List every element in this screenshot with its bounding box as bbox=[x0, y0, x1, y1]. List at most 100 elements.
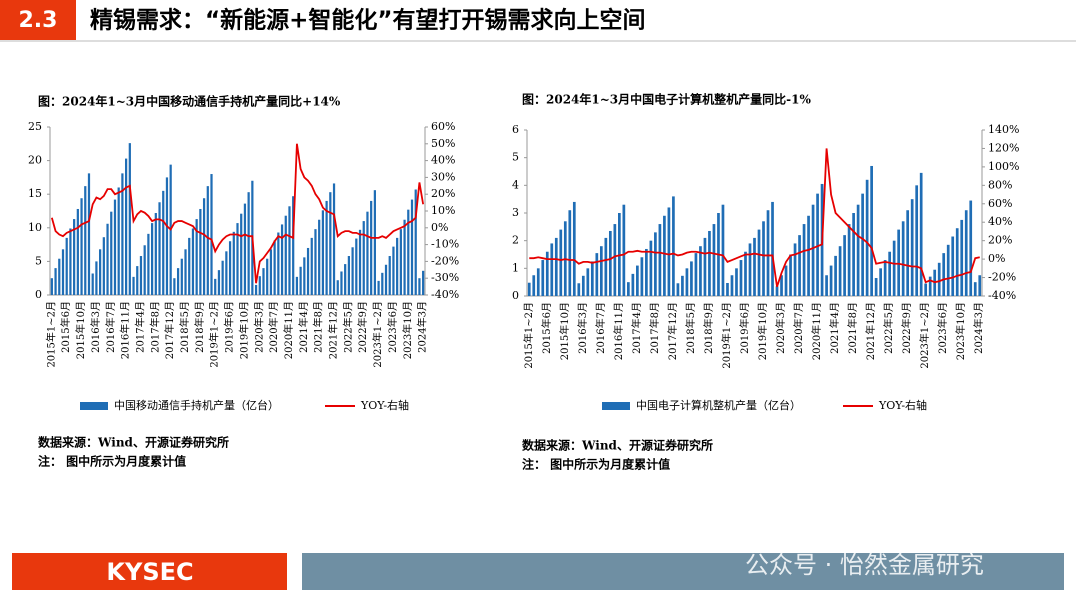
bar bbox=[125, 158, 128, 295]
y-tick-label: 4 bbox=[512, 178, 519, 191]
bar bbox=[978, 275, 982, 296]
x-tick-label: 2018年5月 bbox=[684, 302, 697, 354]
bar bbox=[559, 229, 563, 296]
header-number: 2.3 bbox=[19, 8, 58, 33]
bar bbox=[663, 215, 666, 296]
bar bbox=[310, 237, 313, 295]
y2-tick-label: 30% bbox=[431, 170, 455, 183]
x-tick-label: 2019年10月 bbox=[756, 302, 769, 360]
bar bbox=[306, 247, 310, 295]
x-tick-label: 2021年12月 bbox=[327, 301, 340, 359]
bar bbox=[550, 243, 554, 296]
bar bbox=[690, 261, 693, 296]
bar bbox=[883, 260, 887, 296]
y-tick-label: 10 bbox=[28, 221, 42, 234]
bar bbox=[340, 271, 343, 295]
x-tick-label: 2023年10月 bbox=[954, 302, 967, 360]
bar bbox=[392, 246, 395, 295]
legend-label: YOY-右轴 bbox=[360, 398, 409, 412]
bar bbox=[418, 278, 421, 295]
y2-tick-label: 120% bbox=[988, 141, 1019, 154]
bar bbox=[955, 228, 959, 296]
y2-tick-label: 50% bbox=[431, 137, 455, 150]
bar bbox=[672, 196, 675, 296]
bar bbox=[410, 199, 414, 295]
y2-tick-label: -20% bbox=[988, 271, 1016, 284]
bar bbox=[581, 275, 585, 296]
source: 数据来源：Wind、开源证券研究所 bbox=[522, 438, 713, 453]
bar bbox=[536, 268, 540, 296]
bar bbox=[910, 199, 914, 296]
chart-title: 图：2024年1~3月中国电子计算机整机产量同比-1% bbox=[522, 92, 811, 107]
bar bbox=[919, 172, 923, 296]
bar bbox=[61, 249, 65, 295]
bar bbox=[80, 198, 83, 295]
bar bbox=[266, 258, 269, 295]
x-tick-label: 2015年1~2月 bbox=[522, 302, 535, 369]
bar bbox=[649, 240, 653, 296]
y2-tick-label: 20% bbox=[431, 187, 455, 200]
x-tick-label: 2024年3月 bbox=[416, 301, 429, 353]
header-title: 精锡需求：“新能源+智能化”有望打开锡需求向上空间 bbox=[90, 7, 646, 34]
x-tick-label: 2019年1~2月 bbox=[208, 301, 221, 368]
bar bbox=[699, 246, 702, 296]
bar bbox=[162, 190, 165, 295]
y-tick-label: 6 bbox=[512, 123, 519, 136]
bar bbox=[154, 213, 157, 295]
bar bbox=[403, 219, 406, 295]
x-tick-label: 2018年9月 bbox=[702, 302, 715, 354]
bar bbox=[631, 273, 635, 296]
bar bbox=[332, 183, 336, 295]
legend-label: 中国电子计算机整机产量（亿台） bbox=[636, 398, 801, 412]
bar bbox=[735, 268, 738, 296]
y2-tick-label: 80% bbox=[988, 178, 1012, 191]
x-tick-label: 2020年11月 bbox=[282, 301, 295, 359]
bar bbox=[937, 262, 941, 296]
bar bbox=[973, 282, 977, 296]
bar bbox=[618, 213, 621, 296]
x-tick-label: 2017年8月 bbox=[648, 302, 661, 354]
bar bbox=[897, 229, 901, 296]
y2-tick-label: 100% bbox=[988, 160, 1019, 173]
bar bbox=[622, 204, 626, 296]
x-tick-label: 2023年1~2月 bbox=[918, 302, 931, 369]
bar bbox=[766, 210, 770, 296]
bar bbox=[292, 196, 295, 295]
bar bbox=[176, 268, 180, 295]
bar bbox=[604, 237, 608, 296]
bar bbox=[861, 193, 864, 296]
bar bbox=[95, 261, 98, 295]
bar bbox=[627, 282, 630, 296]
bar bbox=[906, 210, 910, 296]
bar bbox=[645, 248, 648, 296]
bar bbox=[640, 257, 644, 296]
bar bbox=[399, 229, 402, 295]
y2-tick-label: -40% bbox=[988, 289, 1016, 302]
bar bbox=[269, 249, 273, 295]
bar bbox=[554, 237, 558, 296]
bar bbox=[381, 272, 384, 295]
bar bbox=[247, 192, 250, 295]
x-tick-label: 2021年8月 bbox=[312, 301, 325, 353]
bar bbox=[784, 265, 788, 296]
bar bbox=[102, 237, 105, 295]
bar bbox=[572, 201, 576, 296]
bar bbox=[744, 251, 747, 296]
bar bbox=[969, 200, 973, 296]
source: 数据来源：Wind、开源证券研究所 bbox=[38, 435, 229, 450]
bar bbox=[202, 198, 206, 295]
bar bbox=[422, 270, 425, 295]
x-tick-label: 2023年6月 bbox=[936, 302, 949, 354]
bar bbox=[676, 283, 680, 296]
bar bbox=[273, 240, 276, 295]
bar bbox=[370, 200, 373, 295]
bar bbox=[87, 173, 91, 295]
bar bbox=[236, 223, 239, 295]
bar bbox=[132, 276, 135, 295]
x-tick-label: 2016年11月 bbox=[119, 301, 132, 359]
bar bbox=[816, 193, 819, 296]
x-tick-label: 2016年3月 bbox=[89, 301, 102, 353]
bar bbox=[951, 236, 955, 296]
y2-tick-label: -30% bbox=[431, 271, 459, 284]
bar bbox=[150, 223, 154, 295]
